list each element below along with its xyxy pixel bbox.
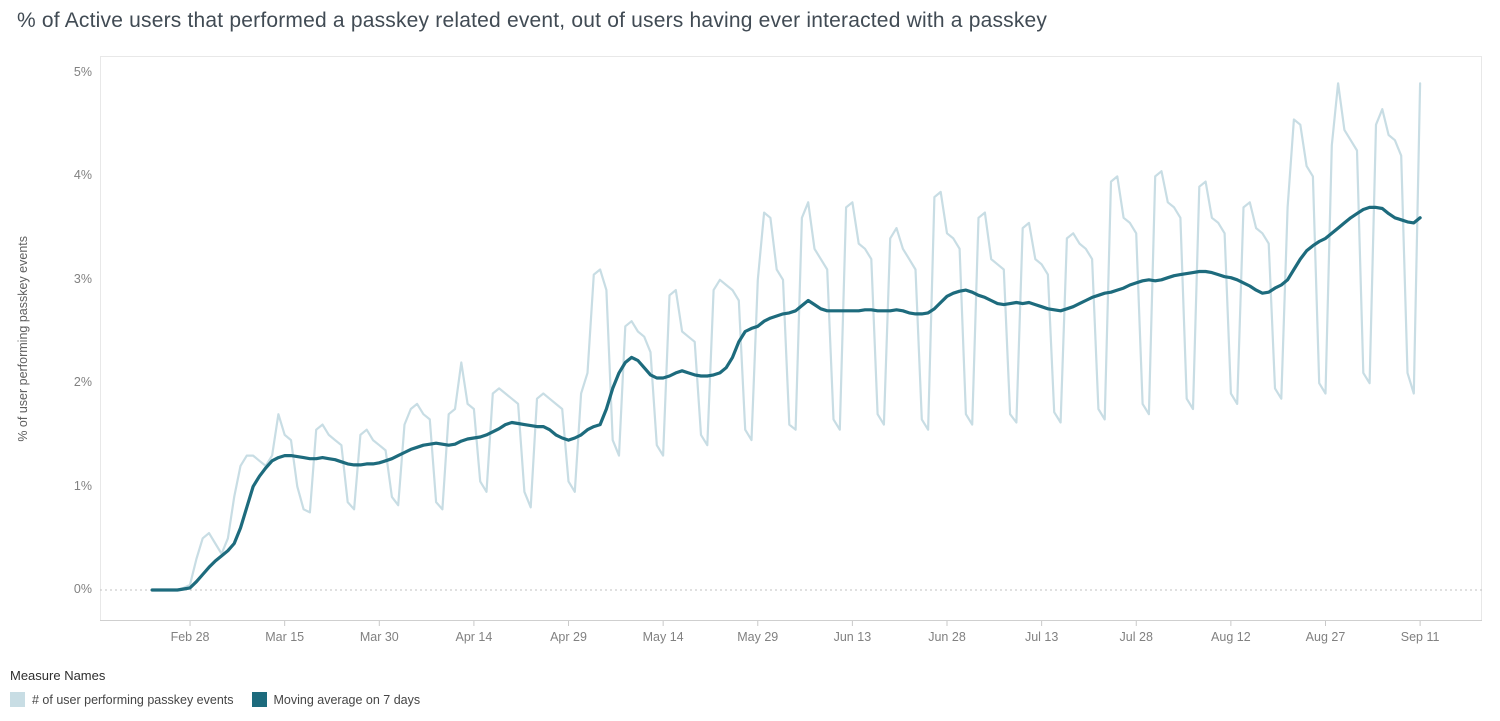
y-axis-title: % of user performing passkey events <box>16 235 30 442</box>
legend-item-daily-series[interactable]: # of user performing passkey events <box>10 692 234 707</box>
x-axis-tick-label: Jul 13 <box>1024 630 1059 644</box>
x-axis-tick-label: Jul 28 <box>1119 630 1153 644</box>
x-axis-tick-label: May 14 <box>642 630 684 644</box>
x-axis-tick-label: Aug 27 <box>1305 630 1346 644</box>
legend-label-daily-series: # of user performing passkey events <box>32 692 234 707</box>
x-axis-tick-label: Jun 13 <box>833 630 872 644</box>
legend-swatch-moving-average <box>251 692 267 707</box>
plot-border <box>100 56 1482 621</box>
y-axis-tick-label: 0% <box>73 582 92 596</box>
legend-swatch-daily-series <box>10 692 25 707</box>
y-axis-tick-label: 2% <box>73 375 92 390</box>
legend-label-moving-average: Moving average on 7 days <box>273 692 421 707</box>
x-axis-tick-label: May 29 <box>737 630 779 644</box>
x-axis-tick-label: Aug 12 <box>1211 630 1251 644</box>
x-axis-tick-label: Feb 28 <box>170 630 210 644</box>
legend-title: Measure Names <box>10 668 106 683</box>
y-axis-tick-label: 4% <box>73 168 92 183</box>
y-axis-tick-label: 5% <box>73 65 92 79</box>
y-axis-tick-label: 1% <box>73 478 92 493</box>
y-axis: % of user performing passkey events <box>12 56 34 621</box>
daily-series-line <box>151 82 1422 592</box>
x-axis-tick-label: Jun 28 <box>928 630 966 644</box>
x-axis-tick-label: Mar 15 <box>265 630 305 644</box>
x-axis-tick-label: Apr 29 <box>550 630 587 644</box>
x-axis-tick-label: Mar 30 <box>359 630 399 644</box>
moving-average-line <box>150 205 1422 592</box>
x-axis-tick-label: Apr 14 <box>455 630 493 644</box>
legend: Measure Names # of user performing passk… <box>10 668 420 707</box>
chart-plot[interactable] <box>100 56 1482 626</box>
x-axis-tick-label: Sep 11 <box>1400 630 1440 644</box>
legend-items: # of user performing passkey events Movi… <box>10 692 420 707</box>
chart-title: % of Active users that performed a passk… <box>17 9 1048 32</box>
y-axis-tick-label: 3% <box>73 271 92 286</box>
legend-item-moving-average[interactable]: Moving average on 7 days <box>251 692 421 707</box>
